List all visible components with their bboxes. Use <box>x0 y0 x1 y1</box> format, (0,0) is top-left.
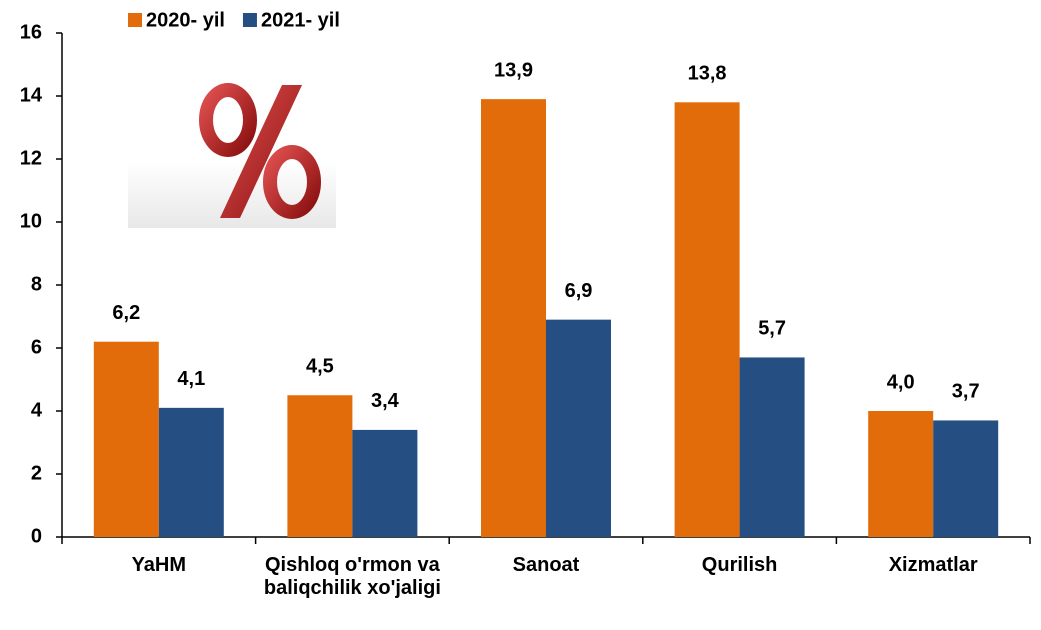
y-tick-label: 12 <box>20 147 42 169</box>
value-label: 13,9 <box>494 59 533 81</box>
value-label: 3,4 <box>371 390 400 412</box>
legend-label: 2021- yil <box>261 9 340 31</box>
value-label: 6,2 <box>112 302 140 324</box>
x-tick-label: Sanoat <box>456 554 636 577</box>
value-label: 3,7 <box>952 381 980 403</box>
bar <box>868 411 933 537</box>
bar <box>933 420 998 537</box>
legend-label: 2020- yil <box>146 9 225 31</box>
value-label: 4,0 <box>887 371 915 393</box>
x-tick-label: Qishloq o'rmon va baliqchilik xo'jaligi <box>262 554 442 600</box>
percent-icon <box>128 85 336 228</box>
x-tick-label: YaHM <box>69 554 249 577</box>
page: 0 2 4 6 8 10 12 14 16 2020- yil 2021- yil 6,2 4,1 4,5… <box>0 0 1041 630</box>
y-tick-label: 8 <box>31 273 42 295</box>
value-label: 6,9 <box>565 280 593 302</box>
bar <box>287 395 352 537</box>
legend-swatch <box>243 13 257 27</box>
bar <box>740 357 805 537</box>
y-tick-label: 16 <box>20 21 42 43</box>
chart: 0 2 4 6 8 10 12 14 16 2020- yil 2021- yil 6,2 4,1 4,5… <box>0 0 1041 630</box>
bar <box>675 102 740 537</box>
x-tick-label: Xizmatlar <box>843 554 1023 577</box>
value-label: 5,7 <box>758 318 786 340</box>
bar <box>352 430 417 537</box>
value-label: 4,1 <box>177 368 205 390</box>
bar <box>546 320 611 537</box>
y-tick-label: 10 <box>20 210 42 232</box>
y-tick-label: 14 <box>20 84 43 106</box>
x-tick-label: Qurilish <box>650 554 830 577</box>
legend-swatch <box>128 13 142 27</box>
bar <box>159 408 224 537</box>
y-tick-label: 6 <box>31 336 42 358</box>
y-tick-label: 4 <box>31 399 43 421</box>
y-tick-label: 2 <box>31 462 42 484</box>
y-tick-label: 0 <box>31 525 42 547</box>
value-label: 13,8 <box>688 63 727 85</box>
value-label: 4,5 <box>306 356 334 378</box>
bar <box>94 342 159 537</box>
bar <box>481 99 546 537</box>
